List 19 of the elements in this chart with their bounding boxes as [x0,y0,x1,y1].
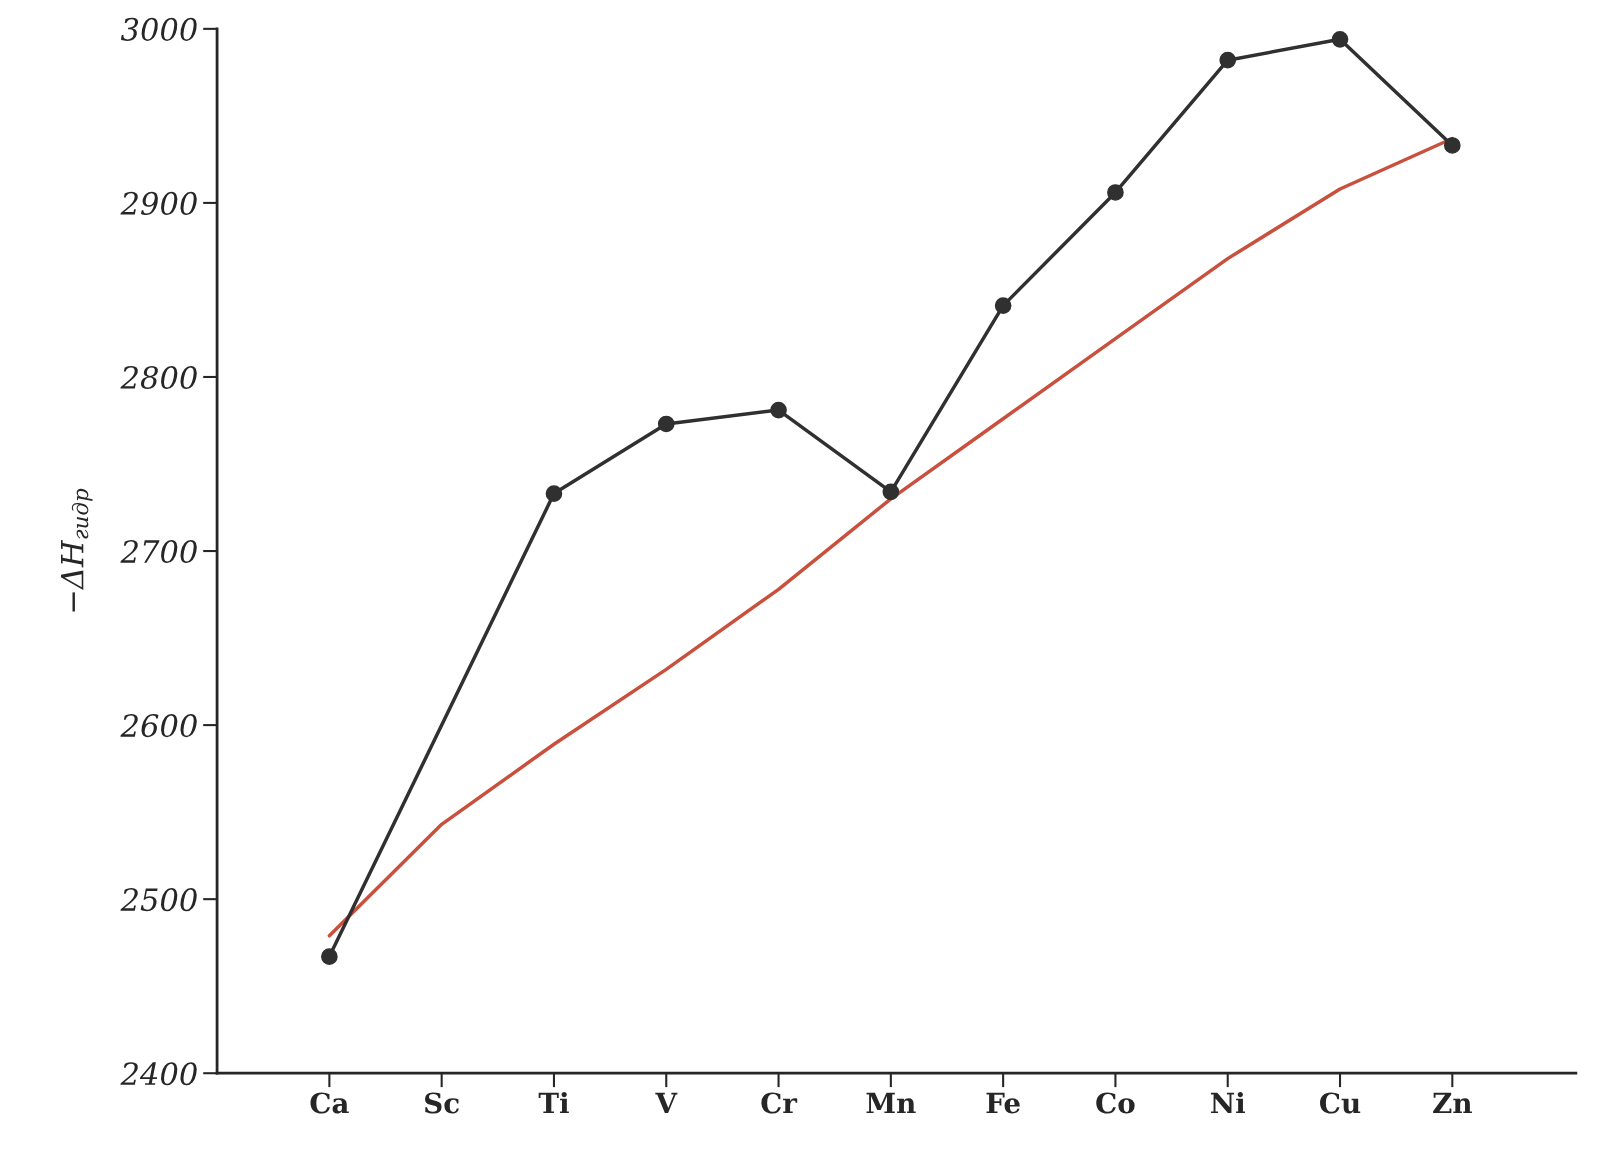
y-axis-title: −ΔH$_{гидр}$ [61,488,93,612]
y-tick-label: 3000 [120,17,197,41]
y-tick-label: 2800 [120,365,197,390]
x-tick-label: Co [1096,1092,1135,1114]
y-tick-label: 2900 [120,191,197,215]
x-tick-label: Cu [1320,1092,1361,1114]
y-tick-label: 2700 [120,539,197,564]
x-tick-label: Ni [1210,1091,1246,1114]
x-tick-label: Mn [866,1092,916,1114]
x-tick-label: Cr [761,1092,798,1114]
x-tick-label: Zn [1433,1092,1472,1114]
y-tick-label: 2600 [120,714,197,738]
x-tick-label: Sc [425,1092,459,1114]
y-tick-label: 2400 [120,1062,197,1086]
x-tick-label: Ca [310,1092,349,1114]
y-tick-label: 2500 [120,888,197,912]
x-tick-label: Ti [538,1091,569,1114]
x-tick-label: Fe [986,1092,1020,1114]
x-tick-label: V [655,1092,678,1114]
